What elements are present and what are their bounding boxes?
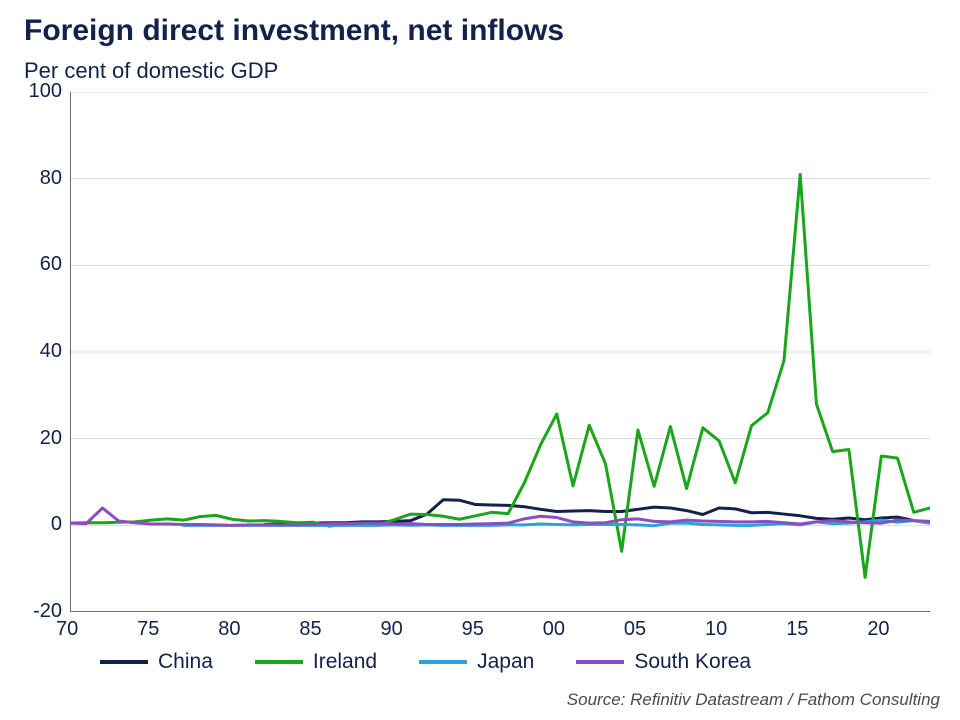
legend-label: Japan: [477, 650, 534, 674]
y-tick-label: 20: [40, 427, 62, 450]
y-tick-label: 60: [40, 253, 62, 276]
chart-title: Foreign direct investment, net inflows: [24, 14, 564, 48]
chart-legend: China Ireland Japan South Korea: [100, 650, 751, 674]
x-tick-label: 85: [299, 618, 321, 641]
legend-label: China: [158, 650, 213, 674]
chart-plot: [70, 92, 930, 612]
y-tick-label: 40: [40, 340, 62, 363]
legend-swatch: [419, 660, 467, 664]
legend-item: Ireland: [255, 650, 377, 674]
legend-label: Ireland: [313, 650, 377, 674]
x-tick-label: 90: [381, 618, 403, 641]
x-tick-label: 75: [137, 618, 159, 641]
x-tick-label: 15: [786, 618, 808, 641]
legend-swatch: [576, 660, 624, 664]
chart-source: Source: Refinitiv Datastream / Fathom Co…: [567, 690, 940, 710]
legend-swatch: [255, 660, 303, 664]
chart-container: Foreign direct investment, net inflows P…: [0, 0, 960, 720]
y-tick-label: 80: [40, 167, 62, 190]
legend-item: South Korea: [576, 650, 751, 674]
y-tick-label: 100: [29, 80, 62, 103]
x-tick-label: 00: [543, 618, 565, 641]
legend-item: Japan: [419, 650, 534, 674]
x-tick-label: 10: [705, 618, 727, 641]
chart-subtitle: Per cent of domestic GDP: [24, 58, 278, 84]
legend-label: South Korea: [634, 650, 751, 674]
x-tick-label: 95: [462, 618, 484, 641]
legend-item: China: [100, 650, 213, 674]
x-tick-label: 70: [56, 618, 78, 641]
x-tick-label: 05: [624, 618, 646, 641]
x-tick-label: 20: [867, 618, 889, 641]
y-tick-label: 0: [51, 513, 62, 536]
x-tick-label: 80: [218, 618, 240, 641]
legend-swatch: [100, 660, 148, 664]
